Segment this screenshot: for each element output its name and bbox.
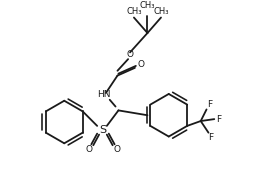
Text: CH₃: CH₃ xyxy=(153,7,169,16)
Text: CH₃: CH₃ xyxy=(126,7,142,16)
Text: F: F xyxy=(216,115,222,124)
Text: S: S xyxy=(99,125,107,135)
Text: O: O xyxy=(137,60,144,70)
Text: O: O xyxy=(113,145,120,154)
Text: F: F xyxy=(208,133,213,142)
Text: O: O xyxy=(86,145,93,154)
Text: HN: HN xyxy=(97,90,111,99)
Text: O: O xyxy=(127,50,134,59)
Text: F: F xyxy=(207,100,212,109)
Text: CH₃: CH₃ xyxy=(140,1,155,10)
